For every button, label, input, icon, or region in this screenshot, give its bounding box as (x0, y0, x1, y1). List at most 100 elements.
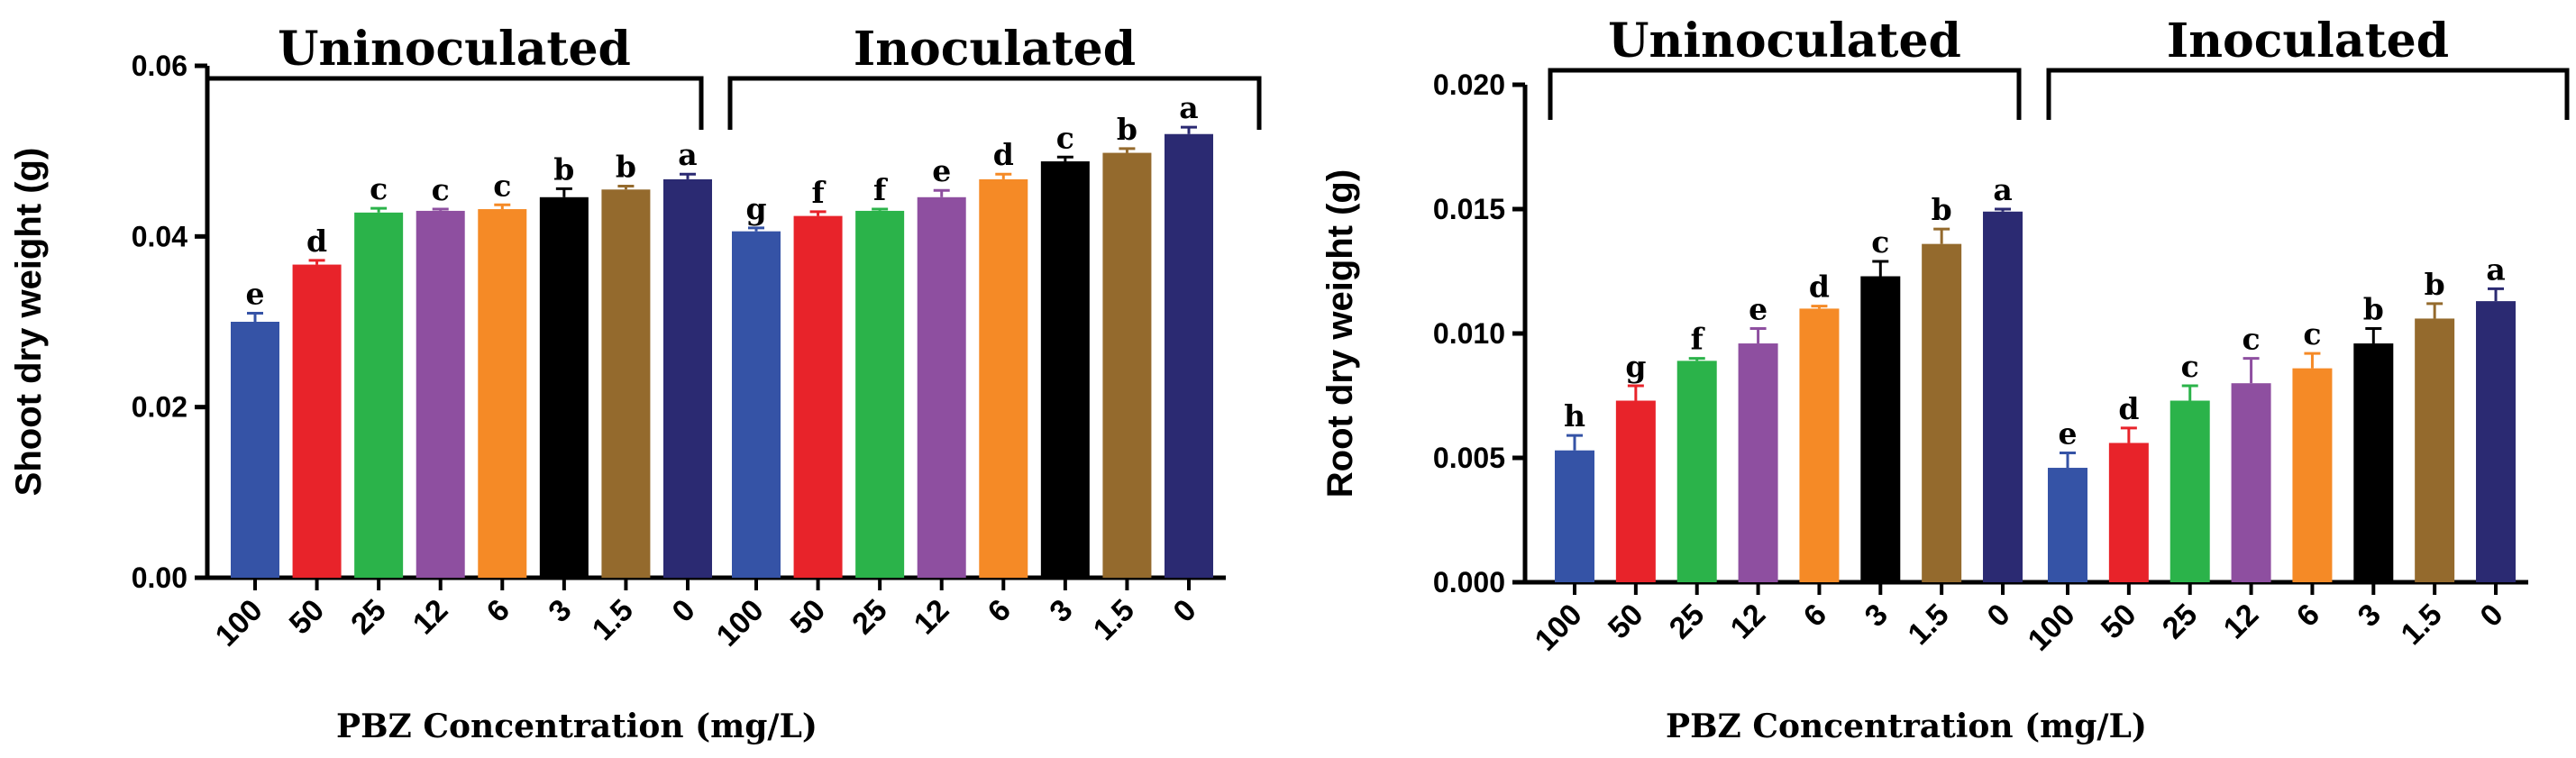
significance-letter: g (745, 191, 766, 226)
x-tick-label: 25 (845, 593, 894, 642)
significance-letter: a (2486, 251, 2505, 287)
significance-letter: b (1932, 192, 1952, 227)
x-tick-label: 50 (784, 593, 833, 642)
significance-letter: b (2363, 291, 2384, 326)
y-tick-label: 0.015 (1433, 193, 1505, 225)
x-tick-label: 3 (2352, 598, 2388, 634)
x-tick-label: 0 (2473, 598, 2509, 634)
bar (662, 178, 712, 578)
shoot-weight-chart: 0.00 0.02 0.04 0.06 Shoot dry weight (g) Unin… (9, 22, 1262, 653)
x-tick-label: 1.5 (2395, 598, 2449, 652)
x-tick-label: 25 (1663, 598, 1712, 646)
bar (1860, 276, 1901, 582)
y-tick-label: 0.005 (1433, 442, 1505, 474)
x-tick-label: 0 (1980, 598, 2016, 634)
x-tick-label: 0 (665, 593, 701, 629)
group-bracket (727, 76, 1262, 130)
x-tick-label: 100 (209, 593, 269, 653)
bar (1738, 343, 1778, 582)
x-tick-label: 50 (2095, 598, 2143, 646)
bar (1102, 152, 1152, 578)
bar (1922, 243, 1962, 582)
significance-letter: c (2243, 322, 2261, 357)
y-tick-label: 0.06 (132, 50, 187, 82)
significance-letter: h (1564, 398, 1585, 434)
x-tick-label: 25 (2156, 598, 2205, 646)
significance-letter: b (616, 149, 636, 184)
significance-letter: e (932, 153, 951, 188)
y-axis-title: Shoot dry weight (g) (9, 148, 49, 497)
x-tick-label: 25 (344, 593, 393, 642)
bar (2353, 343, 2394, 582)
bar (1555, 450, 1594, 582)
significance-letter: c (2303, 316, 2321, 352)
significance-letter: c (432, 172, 450, 207)
significance-letter: b (1117, 112, 1137, 147)
x-tick-label: 3 (1859, 598, 1895, 634)
bar (539, 196, 589, 578)
bar (917, 196, 966, 578)
y-tick-label: 0.00 (132, 562, 187, 594)
bar (979, 178, 1028, 578)
x-tick-label: 6 (982, 593, 1018, 629)
x-tick-label: 6 (1797, 598, 1833, 634)
significance-letter: f (873, 172, 888, 207)
group-bracket (2046, 68, 2570, 120)
significance-letter: d (306, 224, 327, 259)
x-tick-label: 12 (908, 593, 956, 642)
bar (416, 210, 465, 578)
x-tick-label: 1.5 (1902, 598, 1956, 652)
significance-letter: c (493, 168, 511, 203)
significance-letter: e (2059, 416, 2078, 451)
significance-letter: f (811, 175, 826, 210)
x-tick-label: 50 (283, 593, 332, 642)
bar (2231, 383, 2271, 582)
significance-letter: f (1691, 322, 1705, 357)
bar (1983, 211, 2023, 582)
bar (855, 210, 905, 578)
significance-letter: b (2425, 267, 2445, 302)
y-tick-label: 0.000 (1433, 566, 1505, 598)
bar (292, 264, 342, 578)
x-tick-label: 100 (1529, 598, 1589, 658)
bar (732, 231, 781, 578)
bar (2108, 443, 2149, 582)
group-label: Uninoculated (1608, 14, 1961, 68)
x-tick-label: 1.5 (586, 593, 640, 647)
bar (478, 209, 527, 579)
x-tick-label: 6 (2290, 598, 2326, 634)
bar (1799, 308, 1840, 582)
x-tick-label: 100 (710, 593, 771, 653)
x-tick-label: 3 (1043, 593, 1079, 629)
bar (1040, 161, 1090, 578)
group-label: Inoculated (2167, 14, 2449, 68)
bar (1615, 400, 1656, 582)
significance-letter: a (1179, 90, 1198, 125)
x-tick-label: 12 (406, 593, 455, 642)
bar (601, 189, 651, 578)
bar (354, 212, 404, 578)
root-weight-chart: 0.000 0.005 0.010 0.015 0.020 Root dry weight… (1320, 14, 2570, 658)
significance-letter: b (553, 151, 574, 187)
x-tick-label: 3 (542, 593, 578, 629)
y-tick-label: 0.010 (1433, 317, 1505, 350)
y-tick-label: 0.02 (132, 391, 187, 424)
bar (2048, 468, 2087, 582)
x-tick-label: 6 (480, 593, 516, 629)
x-tick-label: 50 (1602, 598, 1650, 646)
bar (793, 215, 843, 578)
x-tick-label: 0 (1166, 593, 1202, 629)
x-tick-label: 12 (1724, 598, 1773, 646)
significance-letter: c (370, 171, 388, 206)
significance-letter: e (246, 277, 265, 312)
bar (2292, 368, 2333, 582)
y-axis-title: Root dry weight (g) (1320, 169, 1360, 498)
significance-letter: a (678, 137, 697, 172)
bar (231, 322, 279, 578)
group-label: Uninoculated (278, 22, 631, 77)
significance-letter: d (2118, 391, 2139, 426)
x-tick-label: 100 (2022, 598, 2082, 658)
significance-letter: e (1749, 291, 1768, 326)
group-bracket (205, 76, 704, 130)
